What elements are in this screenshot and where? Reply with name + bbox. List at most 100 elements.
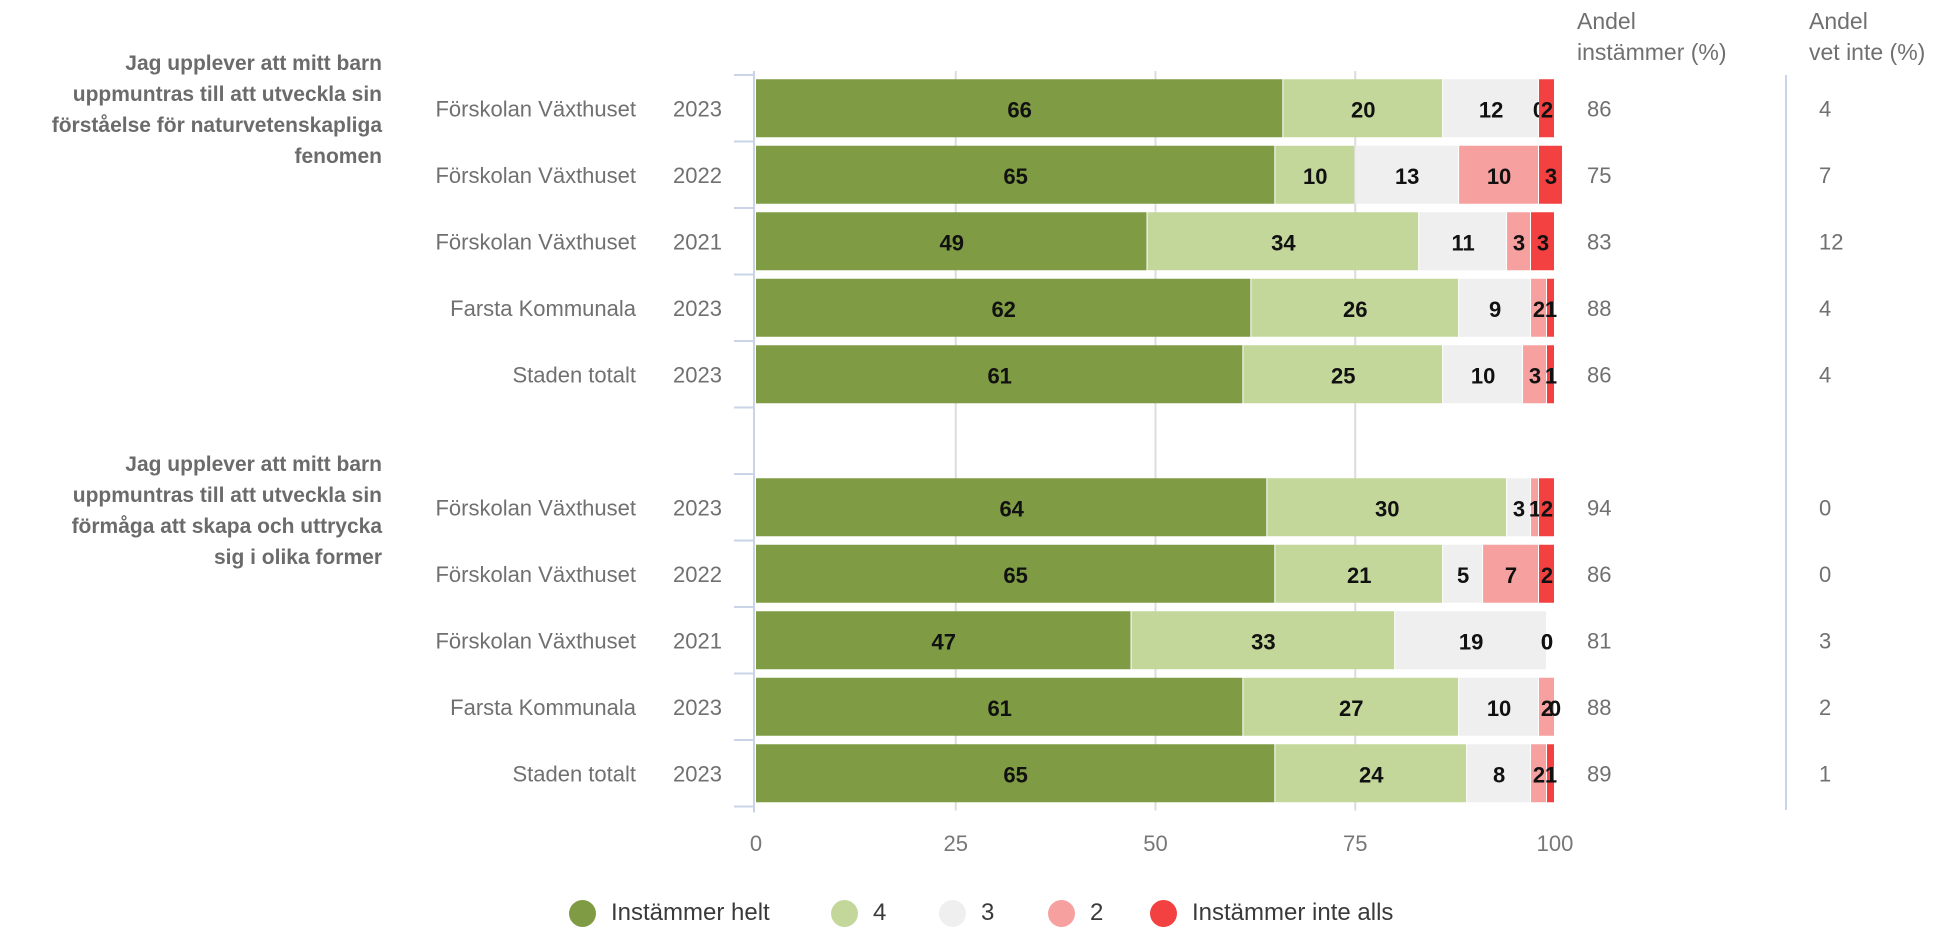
bar-segment-4: [1283, 79, 1443, 138]
question-1-text: Jag upplever att mitt barn uppmuntras ti…: [0, 48, 382, 172]
bar-segment-2: [1531, 278, 1547, 337]
bar-data-label: 2: [1541, 696, 1553, 721]
bar-segment-2: [1523, 345, 1547, 404]
bar-data-label: 25: [1331, 363, 1355, 388]
bar-segment-instammer-helt: [756, 677, 1243, 736]
dontknow-percent-value: 2: [1819, 695, 1831, 720]
bar-data-label: 34: [1271, 230, 1296, 255]
bar-data-label: 11: [1451, 230, 1474, 255]
bar-segment-instammer-inte-alls: [1539, 478, 1554, 537]
question-2-line: Jag upplever att mitt barn: [125, 453, 382, 476]
legend-item-3: 3: [939, 896, 994, 930]
dontknow-column-header: Andel vet inte (%): [1809, 6, 1925, 68]
x-tick-label: 50: [1143, 831, 1167, 856]
row-year-label: 2023: [673, 296, 722, 321]
bar-data-label: 3: [1537, 230, 1549, 255]
legend-label: Instämmer helt: [611, 899, 770, 926]
bar-data-label: 26: [1343, 297, 1367, 322]
x-tick-label: 0: [750, 831, 762, 856]
bar-data-label: 2: [1533, 297, 1545, 322]
bar-segment-4: [1275, 744, 1467, 803]
bar-data-label: 3: [1545, 164, 1557, 189]
question-2-text: Jag upplever att mitt barn uppmuntras ti…: [0, 449, 382, 573]
bar-data-label: 66: [1007, 97, 1031, 122]
legend-swatch-4: [831, 899, 858, 927]
legend-swatch-2: [1048, 899, 1075, 927]
bar-data-label: 10: [1487, 696, 1511, 721]
bar-data-label: 33: [1251, 629, 1275, 654]
bar-segment-3: [1443, 79, 1539, 138]
question-1-line: fenomen: [294, 145, 382, 168]
question-2-line: förmåga att skapa och uttrycka: [71, 515, 382, 538]
row-unit-label: Staden totalt: [512, 362, 636, 387]
bar-data-label: 61: [987, 696, 1011, 721]
legend-label: 4: [873, 899, 887, 926]
legend-swatch-instammer-helt: [569, 899, 596, 927]
bar-segment-4: [1267, 478, 1507, 537]
agree-percent-value: 86: [1587, 96, 1611, 121]
row-year-label: 2023: [673, 362, 722, 387]
agree-percent-value: 83: [1587, 229, 1611, 254]
row-year-label: 2023: [673, 761, 722, 786]
bar-segment-3: [1467, 744, 1531, 803]
bar-data-label: 19: [1459, 629, 1483, 654]
dontknow-percent-value: 12: [1819, 229, 1843, 254]
legend-item-instammer-inte-alls: Instämmer inte alls: [1150, 896, 1393, 930]
bar-segment-instammer-inte-alls: [1539, 145, 1562, 204]
bar-segment-2: [1531, 744, 1547, 803]
bar-data-label: 1: [1529, 496, 1541, 521]
legend-label: 3: [981, 899, 995, 926]
legend-label: 2: [1090, 899, 1104, 926]
x-tick-label: 75: [1343, 831, 1367, 856]
bar-segment-4: [1275, 544, 1443, 603]
bar-segment-instammer-inte-alls: [1547, 278, 1554, 337]
row-year-label: 2023: [673, 495, 722, 520]
bar-data-label: 24: [1359, 762, 1384, 787]
agree-percent-value: 75: [1587, 163, 1611, 188]
bar-data-label: 61: [987, 363, 1011, 388]
bar-segment-4: [1243, 345, 1443, 404]
dontknow-percent-value: 0: [1819, 562, 1831, 587]
question-2-line: sig i olika former: [213, 546, 382, 569]
bar-data-label: 20: [1351, 97, 1375, 122]
bar-segment-2: [1459, 145, 1539, 204]
question-2-line: uppmuntras till att utveckla sin: [72, 484, 382, 507]
bar-segment-4: [1131, 611, 1395, 670]
bar-data-label: 3: [1513, 496, 1525, 521]
bar-segment-instammer-inte-alls: [1539, 544, 1554, 603]
bar-data-label: 9: [1489, 297, 1501, 322]
agree-header-line1: Andel: [1577, 8, 1636, 34]
bar-segment-2: [1539, 677, 1554, 736]
bar-data-label: 1: [1545, 363, 1557, 388]
dontknow-percent-value: 3: [1819, 628, 1831, 653]
dontknow-percent-value: 4: [1819, 96, 1831, 121]
agree-percent-value: 89: [1587, 761, 1611, 786]
legend-label: Instämmer inte alls: [1192, 899, 1394, 926]
bar-segment-instammer-helt: [756, 544, 1275, 603]
bar-segment-3: [1419, 212, 1507, 271]
bar-segment-instammer-helt: [756, 478, 1267, 537]
chart-legend: Instämmer helt 4 3 2 Instämmer inte alls: [0, 896, 1946, 936]
bar-data-label: 10: [1303, 164, 1327, 189]
bar-segment-instammer-helt: [756, 611, 1131, 670]
bar-data-label: 0: [1541, 629, 1553, 654]
legend-item-4: 4: [831, 896, 886, 930]
agree-percent-value: 94: [1587, 495, 1611, 520]
bar-segment-3: [1507, 478, 1531, 537]
agree-column-header: Andel instämmer (%): [1577, 6, 1727, 68]
row-unit-label: Förskolan Växthuset: [435, 495, 636, 520]
row-unit-label: Farsta Kommunala: [450, 296, 637, 321]
bar-data-label: 12: [1479, 97, 1503, 122]
bar-data-label: 64: [999, 496, 1024, 521]
bar-segment-3: [1443, 345, 1523, 404]
agree-percent-value: 81: [1587, 628, 1611, 653]
bar-segment-2: [1483, 544, 1539, 603]
bar-segment-3: [1395, 611, 1547, 670]
bar-data-label: 2: [1533, 762, 1545, 787]
bar-data-label: 2: [1541, 563, 1553, 588]
legend-swatch-3: [939, 899, 966, 927]
bar-segment-4: [1275, 145, 1355, 204]
bar-segment-3: [1459, 278, 1531, 337]
dontknow-percent-value: 7: [1819, 163, 1831, 188]
